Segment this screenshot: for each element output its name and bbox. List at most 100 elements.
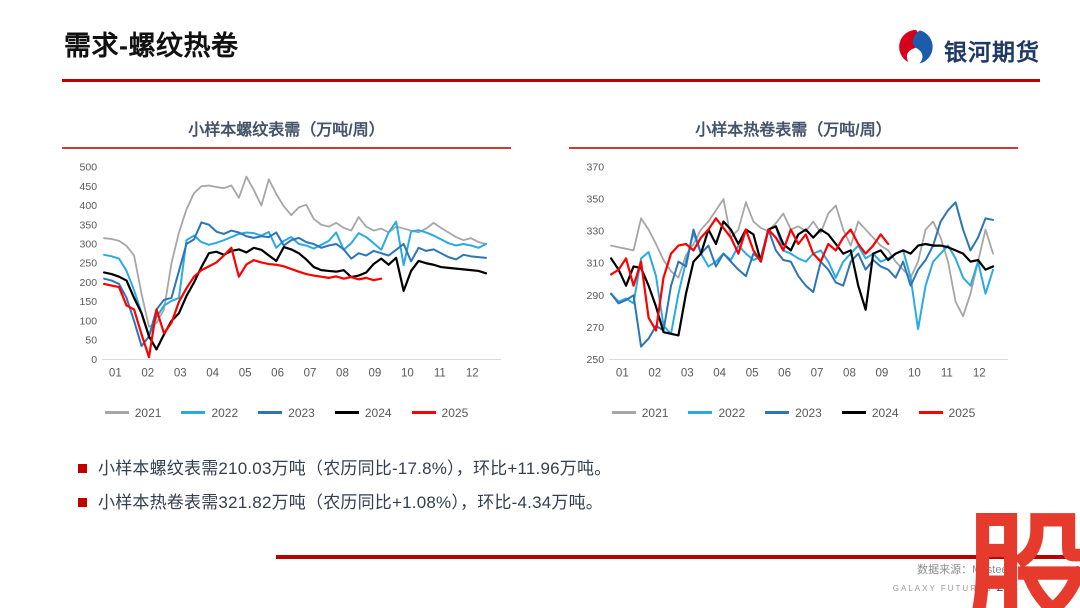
legend-swatch bbox=[841, 411, 866, 415]
legend-item-2024: 2024 bbox=[841, 405, 899, 420]
y-tick-label: 370 bbox=[587, 162, 605, 174]
legend-item-2022: 2022 bbox=[181, 406, 238, 420]
y-tick-label: 0 bbox=[91, 354, 97, 366]
x-tick-label: 05 bbox=[746, 367, 759, 379]
charts-row: 小样本螺纹表需（万吨/周） 0 50 100 150 200 250 300 350 400 45… bbox=[0, 116, 1080, 420]
slide-header: 需求-螺纹热卷 银河期货 bbox=[0, 0, 1080, 71]
legend-swatch bbox=[181, 411, 206, 415]
page-number: 26 bbox=[996, 580, 1010, 594]
chart-title-underline bbox=[62, 147, 511, 149]
rebar-line-chart: 0 50 100 150 200 250 300 350 400 450 500 01 02 03 04 05… bbox=[80, 162, 501, 379]
x-tick-label: 02 bbox=[648, 367, 661, 379]
x-tick-label: 06 bbox=[778, 367, 791, 379]
x-tick-label: 12 bbox=[466, 367, 479, 379]
y-tick-label: 400 bbox=[80, 200, 98, 212]
legend-item-2025: 2025 bbox=[411, 405, 469, 420]
footer-credits: 数据来源：Mysteel GALAXY FUTURES 26 bbox=[893, 561, 1010, 594]
bullet-rebar: 小样本螺纹表需210.03万吨（农历同比-17.8%），环比+11.96万吨。 bbox=[78, 454, 1020, 479]
series-line-2022 bbox=[610, 225, 995, 335]
legend-label: 2022 bbox=[211, 405, 239, 420]
legend-swatch bbox=[765, 411, 790, 415]
x-tick-label: 11 bbox=[941, 367, 953, 379]
chart-hrc-demand: 小样本热卷表需（万吨/周） 250 270 290 310 330 350 370 01 02 0… bbox=[569, 116, 1018, 420]
legend-label: 2024 bbox=[871, 405, 899, 420]
chart-rebar-demand: 小样本螺纹表需（万吨/周） 0 50 100 150 200 250 300 350 400 45… bbox=[62, 116, 511, 420]
legend-item-2023: 2023 bbox=[258, 406, 315, 420]
y-tick-label: 500 bbox=[80, 162, 98, 174]
legend-item-2021: 2021 bbox=[611, 405, 669, 420]
watermark-character: 股 bbox=[964, 499, 1080, 608]
x-tick-label: 10 bbox=[401, 367, 414, 379]
legend-item-2023: 2023 bbox=[765, 406, 822, 420]
legend-swatch bbox=[258, 411, 283, 415]
x-tick-label: 08 bbox=[843, 367, 856, 379]
footer-red-rule bbox=[276, 555, 1080, 559]
company-logo: 银河期货 bbox=[897, 28, 1040, 71]
legend-item-2024: 2024 bbox=[334, 405, 392, 420]
series-line-2025 bbox=[102, 246, 383, 359]
legend-swatch bbox=[688, 411, 713, 415]
title-underline bbox=[62, 79, 1040, 82]
x-tick-label: 02 bbox=[141, 367, 154, 379]
x-tick-label: 11 bbox=[434, 367, 446, 379]
series-line-2024 bbox=[102, 246, 488, 351]
y-tick-label: 250 bbox=[587, 354, 605, 366]
bullet-hrc: 小样本热卷表需321.82万吨（农历同比+1.08%），环比-4.34万吨。 bbox=[78, 488, 1020, 513]
x-tick-label: 01 bbox=[109, 367, 122, 379]
x-tick-label: 07 bbox=[304, 367, 317, 379]
y-tick-label: 450 bbox=[80, 181, 98, 193]
chart-title-hrc: 小样本热卷表需（万吨/周） bbox=[695, 122, 892, 139]
x-tick-label: 09 bbox=[876, 367, 889, 379]
logo-text: 银河期货 bbox=[944, 38, 1040, 65]
y-tick-label: 50 bbox=[85, 335, 97, 347]
bullet-text: 小样本热卷表需321.82万吨（农历同比+1.08%），环比-4.34万吨。 bbox=[98, 492, 603, 512]
company-name: GALAXY FUTURES bbox=[892, 584, 993, 593]
legend-item-2025: 2025 bbox=[918, 405, 976, 420]
legend-swatch bbox=[334, 411, 359, 415]
legend-label: 2023 bbox=[795, 405, 822, 420]
x-tick-label: 01 bbox=[616, 367, 629, 379]
y-tick-label: 200 bbox=[80, 277, 98, 289]
legend-label: 2021 bbox=[134, 405, 162, 420]
legend-label: 2023 bbox=[288, 405, 315, 420]
bullet-square-icon bbox=[78, 497, 87, 507]
series-line-2023 bbox=[610, 201, 995, 348]
chart-title-rebar: 小样本螺纹表需（万吨/周） bbox=[188, 122, 385, 139]
x-tick-label: 03 bbox=[174, 367, 187, 379]
legend-label: 2025 bbox=[441, 405, 469, 420]
y-tick-label: 290 bbox=[587, 290, 605, 302]
bullet-square-icon bbox=[78, 463, 87, 473]
bullet-text: 小样本螺纹表需210.03万吨（农历同比-17.8%），环比+11.96万吨。 bbox=[98, 458, 612, 478]
y-tick-label: 330 bbox=[587, 226, 605, 238]
takeaway-bullets: 小样本螺纹表需210.03万吨（农历同比-17.8%），环比+11.96万吨。 … bbox=[0, 420, 1080, 513]
series-line-2025 bbox=[609, 217, 890, 332]
x-tick-label: 07 bbox=[811, 367, 824, 379]
x-tick-label: 10 bbox=[908, 367, 921, 379]
galaxy-swirl-icon bbox=[897, 28, 935, 71]
page-title: 需求-螺纹热卷 bbox=[64, 31, 239, 61]
y-tick-label: 250 bbox=[80, 258, 98, 270]
x-tick-label: 04 bbox=[206, 367, 219, 379]
y-tick-label: 350 bbox=[80, 219, 98, 231]
legend-label: 2025 bbox=[948, 405, 976, 420]
legend-label: 2021 bbox=[641, 405, 669, 420]
chart-title-underline bbox=[569, 147, 1018, 149]
y-tick-label: 310 bbox=[587, 258, 605, 270]
y-tick-label: 150 bbox=[80, 296, 98, 308]
hrc-line-chart: 250 270 290 310 330 350 370 01 02 03 04 05 06 07 08 09 1… bbox=[587, 162, 1008, 379]
legend-swatch bbox=[411, 411, 436, 415]
x-tick-label: 04 bbox=[713, 367, 726, 379]
series-line-2024 bbox=[609, 220, 995, 337]
y-tick-label: 100 bbox=[80, 315, 98, 327]
legend-label: 2024 bbox=[364, 405, 392, 420]
y-tick-label: 300 bbox=[80, 239, 98, 251]
y-tick-label: 270 bbox=[587, 322, 605, 334]
y-tick-label: 350 bbox=[587, 194, 605, 206]
x-tick-label: 12 bbox=[973, 367, 986, 379]
x-tick-label: 05 bbox=[239, 367, 252, 379]
x-tick-label: 03 bbox=[681, 367, 694, 379]
legend-item-2022: 2022 bbox=[688, 406, 745, 420]
hrc-chart-legend: 2021 2022 2023 2024 2025 bbox=[569, 406, 1018, 420]
x-tick-label: 08 bbox=[336, 367, 349, 379]
